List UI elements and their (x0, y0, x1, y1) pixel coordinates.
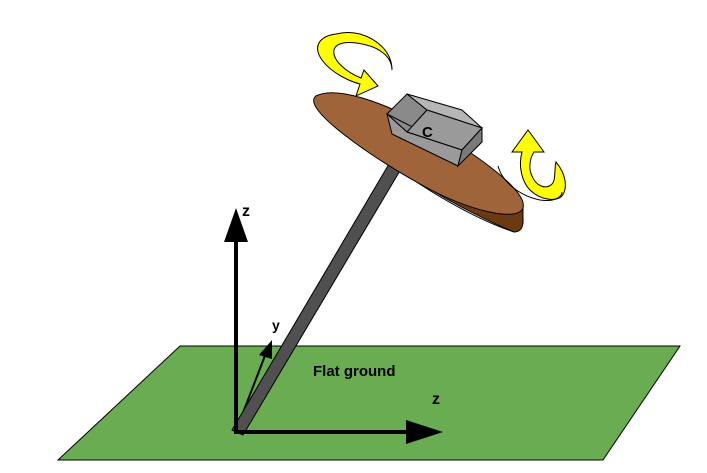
horizontal-z-axis-label: z (432, 391, 440, 408)
curved-rotation-arrow-icon (317, 32, 393, 97)
vertical-z-axis (224, 208, 248, 434)
box-c-label: C (422, 124, 433, 141)
flat-ground-plane (56, 345, 681, 461)
horizontal-z-axis (236, 420, 443, 444)
tilted-disc (313, 92, 524, 233)
flat-ground-label: Flat ground (313, 363, 396, 380)
box-c (386, 93, 483, 168)
vertical-z-axis-label: z (242, 203, 250, 220)
curved-rotation-arrow-icon (497, 129, 566, 201)
y-axis-label: y (272, 317, 280, 333)
